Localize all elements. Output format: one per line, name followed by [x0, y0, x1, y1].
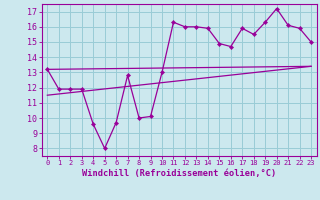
X-axis label: Windchill (Refroidissement éolien,°C): Windchill (Refroidissement éolien,°C) [82, 169, 276, 178]
